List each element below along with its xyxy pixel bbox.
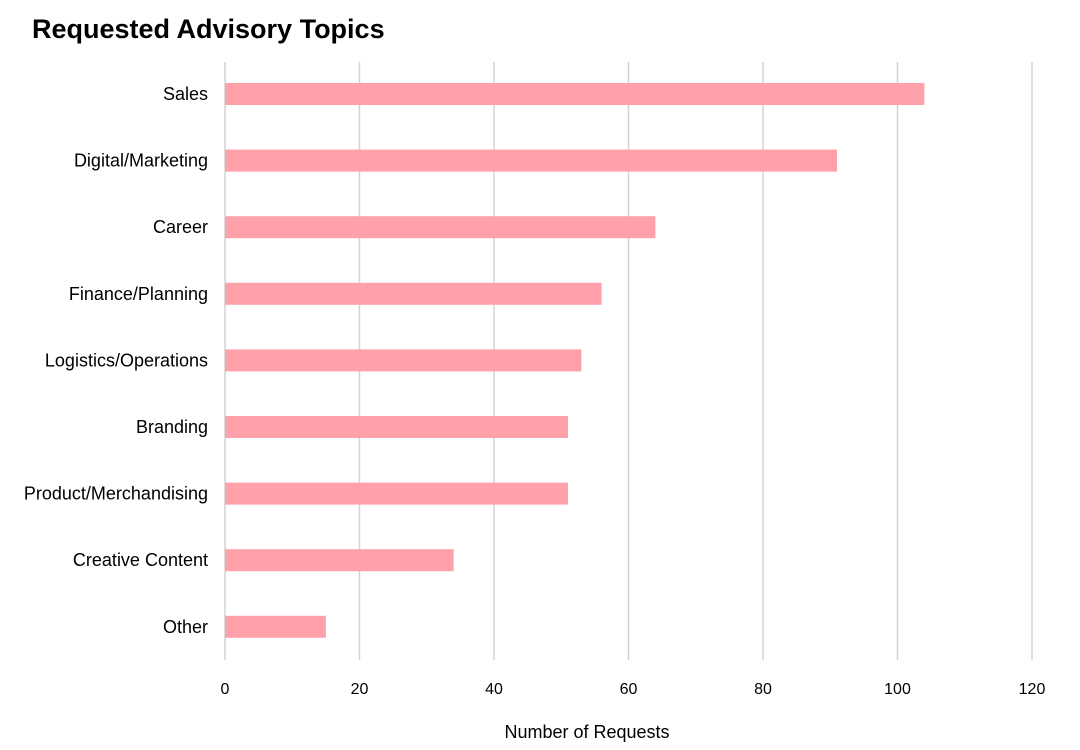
bar xyxy=(225,149,837,172)
x-tick-labels: 0 20 40 60 80 100 120 xyxy=(221,681,1046,698)
bars xyxy=(225,83,925,638)
bar xyxy=(225,482,568,505)
bar xyxy=(225,615,326,638)
category-label: Logistics/Operations xyxy=(45,350,208,370)
category-labels: Sales Digital/Marketing Career Finance/Plan… xyxy=(24,84,208,637)
bar xyxy=(225,549,454,572)
category-label: Branding xyxy=(136,417,208,437)
chart-title: Requested Advisory Topics xyxy=(32,14,385,44)
category-label: Sales xyxy=(163,84,208,104)
x-tick-label: 120 xyxy=(1019,681,1046,698)
category-label: Career xyxy=(153,217,208,237)
bar xyxy=(225,216,656,239)
bar xyxy=(225,282,602,305)
x-tick-label: 40 xyxy=(485,681,503,698)
category-label: Finance/Planning xyxy=(69,284,208,304)
x-axis-title: Number of Requests xyxy=(504,722,669,742)
category-label: Other xyxy=(163,617,208,637)
x-tick-label: 0 xyxy=(221,681,230,698)
bar xyxy=(225,349,582,372)
x-tick-label: 80 xyxy=(754,681,772,698)
category-label: Digital/Marketing xyxy=(74,151,208,171)
bar xyxy=(225,83,925,105)
category-label: Product/Merchandising xyxy=(24,484,208,504)
x-tick-label: 60 xyxy=(620,681,638,698)
category-label: Creative Content xyxy=(73,550,208,570)
x-tick-label: 100 xyxy=(884,681,911,698)
bar xyxy=(225,416,568,438)
x-tick-label: 20 xyxy=(351,681,369,698)
